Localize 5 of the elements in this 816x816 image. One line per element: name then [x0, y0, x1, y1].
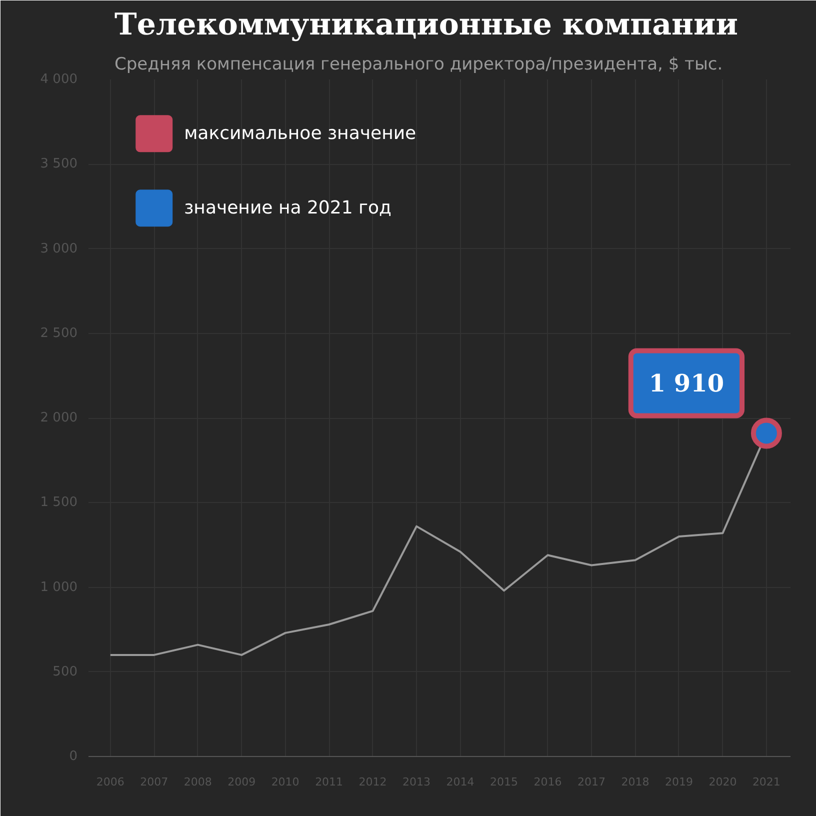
legend-label: максимальное значение [184, 123, 416, 144]
legend-label: значение на 2021 год [184, 198, 392, 219]
data-label: 1 910 [648, 368, 724, 398]
chart-title: Телекоммуникационные компании [114, 8, 738, 42]
chart-subtitle: Средняя компенсация генерального директора/президента, $ тыс. [114, 54, 723, 74]
